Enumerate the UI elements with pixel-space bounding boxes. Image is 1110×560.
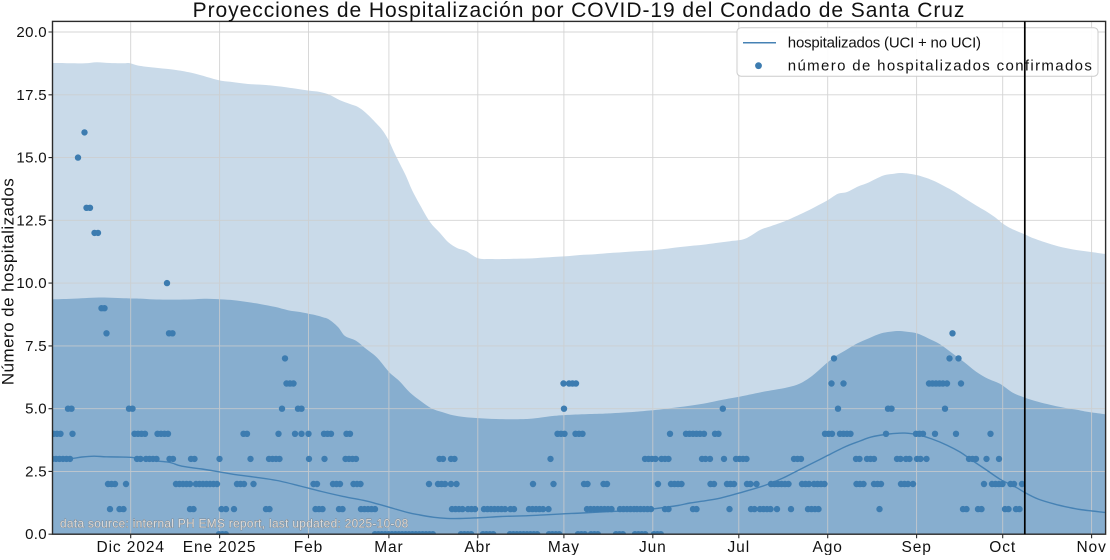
- svg-text:Sep: Sep: [901, 539, 931, 555]
- svg-text:2.5: 2.5: [25, 463, 47, 480]
- svg-text:7.5: 7.5: [25, 338, 47, 355]
- svg-text:Oct: Oct: [989, 539, 1016, 555]
- svg-text:Número de hospitalizados: Número de hospitalizados: [0, 178, 18, 385]
- svg-text:Jul: Jul: [728, 539, 751, 555]
- svg-text:20.0: 20.0: [16, 24, 47, 41]
- svg-text:15.0: 15.0: [16, 150, 47, 167]
- svg-text:0.0: 0.0: [25, 526, 47, 543]
- svg-text:Abr: Abr: [464, 539, 491, 555]
- svg-text:May: May: [548, 539, 580, 555]
- svg-text:17.5: 17.5: [16, 87, 47, 104]
- svg-text:Ago: Ago: [813, 539, 843, 555]
- svg-text:data source: internal PH EMS r: data source: internal PH EMS report, las…: [60, 517, 409, 531]
- svg-text:Proyecciones de Hospitalizació: Proyecciones de Hospitalización por COVI…: [193, 0, 966, 22]
- svg-text:número de hospitalizados confi: número de hospitalizados confirmados: [788, 58, 1093, 75]
- svg-text:Nov: Nov: [1076, 539, 1106, 555]
- svg-text:12.5: 12.5: [16, 212, 47, 229]
- svg-text:Feb: Feb: [294, 539, 323, 555]
- svg-text:Mar: Mar: [374, 539, 403, 555]
- svg-text:hospitalizados (UCI + no UCI): hospitalizados (UCI + no UCI): [788, 35, 981, 52]
- svg-text:Ene 2025: Ene 2025: [183, 539, 257, 555]
- svg-text:5.0: 5.0: [25, 401, 47, 418]
- svg-text:Dic 2024: Dic 2024: [97, 539, 165, 555]
- svg-text:Jun: Jun: [639, 539, 667, 555]
- svg-text:10.0: 10.0: [16, 275, 47, 292]
